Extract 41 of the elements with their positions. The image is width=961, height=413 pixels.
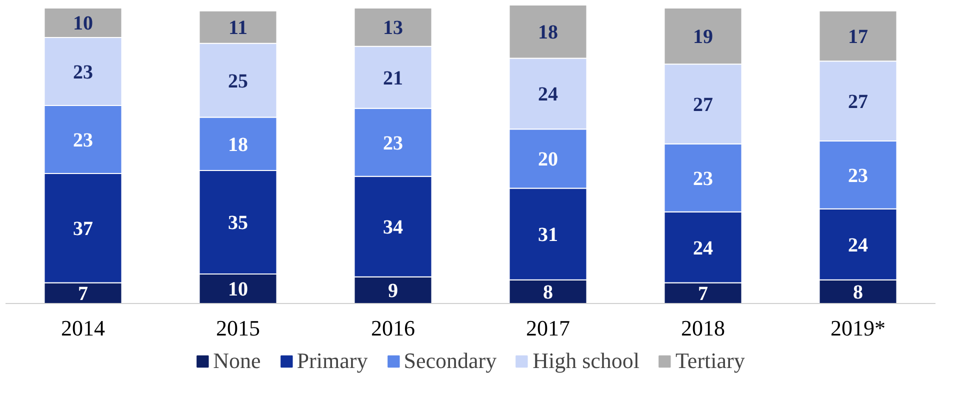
data-label: 13 bbox=[383, 17, 403, 40]
data-label: 18 bbox=[228, 134, 248, 156]
data-label: 37 bbox=[73, 218, 93, 240]
data-label: 23 bbox=[693, 168, 713, 190]
x-tick-label: 2017 bbox=[526, 316, 570, 340]
data-label: 18 bbox=[538, 22, 558, 44]
data-label: 24 bbox=[693, 237, 713, 260]
data-label: 11 bbox=[228, 17, 248, 40]
legend-label: High school bbox=[532, 348, 640, 374]
data-label: 21 bbox=[383, 67, 403, 90]
data-label: 7 bbox=[698, 283, 708, 306]
data-label: 31 bbox=[538, 224, 558, 246]
data-label: 8 bbox=[853, 282, 863, 304]
data-label: 24 bbox=[538, 84, 558, 106]
data-label: 34 bbox=[383, 216, 403, 239]
x-tick-label: 2014 bbox=[61, 316, 105, 340]
data-label: 17 bbox=[848, 26, 868, 48]
legend-label: None bbox=[213, 348, 261, 374]
x-tick-label: 2018 bbox=[681, 316, 725, 340]
legend-label: Tertiary bbox=[676, 348, 745, 374]
x-tick-label: 2016 bbox=[371, 316, 415, 340]
data-label: 23 bbox=[73, 129, 93, 152]
data-label: 27 bbox=[693, 94, 713, 116]
data-label: 27 bbox=[848, 91, 868, 114]
data-label: 10 bbox=[228, 278, 248, 301]
data-label: 8 bbox=[543, 282, 553, 304]
data-label: 19 bbox=[693, 26, 713, 48]
data-label: 23 bbox=[73, 61, 93, 84]
data-label: 35 bbox=[228, 212, 248, 234]
data-label: 10 bbox=[73, 12, 93, 35]
data-label: 7 bbox=[78, 283, 88, 306]
x-tick-label: 2019* bbox=[830, 316, 886, 340]
x-tick-label: 2015 bbox=[216, 316, 260, 340]
data-label: 24 bbox=[848, 234, 868, 256]
data-label: 23 bbox=[848, 164, 868, 187]
data-label: 25 bbox=[228, 70, 248, 92]
legend-label: Primary bbox=[296, 348, 368, 374]
data-label: 9 bbox=[388, 280, 398, 302]
data-label: 20 bbox=[538, 148, 558, 171]
data-label: 23 bbox=[383, 132, 403, 154]
legend-label: Secondary bbox=[404, 348, 497, 374]
